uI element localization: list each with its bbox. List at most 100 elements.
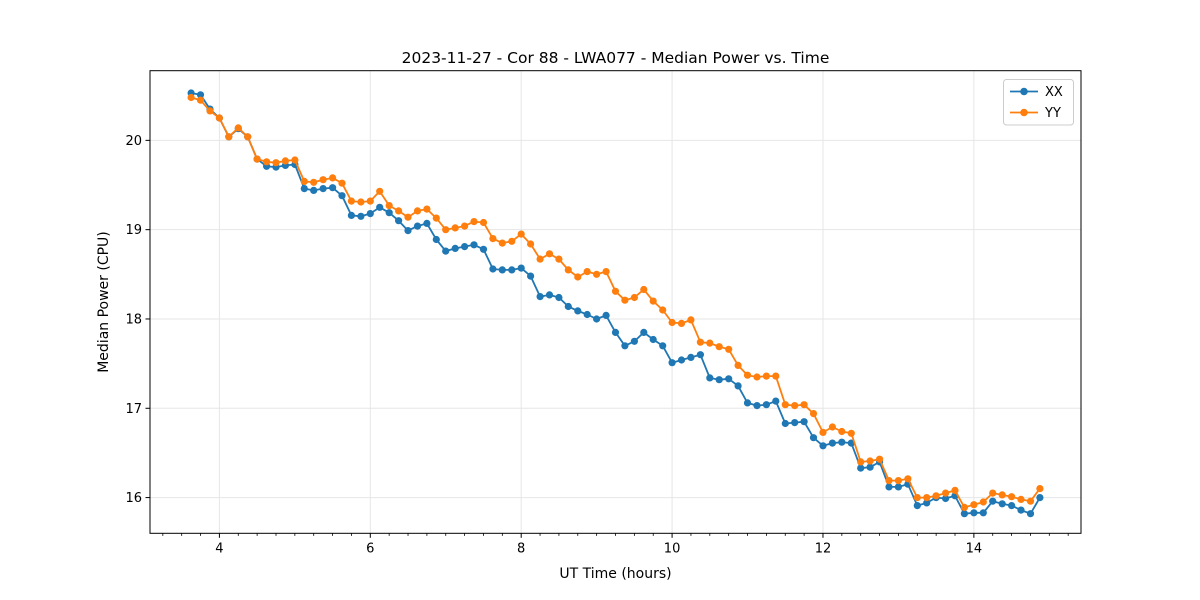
x-tick-label: 12	[815, 541, 832, 556]
data-point-yy	[470, 218, 478, 226]
data-point-yy	[347, 197, 355, 205]
data-point-xx	[649, 335, 657, 344]
data-point-xx	[715, 376, 723, 384]
data-point-yy	[998, 491, 1006, 499]
data-point-xx	[857, 464, 865, 472]
data-point-yy	[187, 93, 195, 102]
legend-marker-yy	[1020, 108, 1028, 117]
data-point-yy	[1017, 495, 1025, 503]
data-point-yy	[291, 156, 299, 164]
data-point-yy	[602, 268, 610, 276]
data-point-yy	[772, 372, 780, 380]
data-point-yy	[196, 96, 205, 104]
data-point-yy	[413, 207, 422, 215]
data-point-yy	[743, 371, 752, 379]
data-point-xx	[772, 397, 780, 405]
data-point-yy	[1036, 485, 1044, 493]
data-point-xx	[432, 235, 440, 244]
data-point-xx	[942, 494, 950, 503]
data-point-xx	[329, 184, 337, 192]
data-point-yy	[263, 158, 271, 166]
data-point-yy	[970, 501, 978, 509]
x-tick-label: 14	[966, 541, 983, 556]
data-point-xx	[640, 328, 648, 336]
data-point-yy	[461, 222, 469, 230]
data-point-xx	[1036, 494, 1044, 502]
data-point-yy	[272, 159, 280, 167]
data-point-yy	[706, 339, 714, 347]
data-point-xx	[696, 351, 705, 359]
data-point-xx	[1008, 502, 1016, 510]
data-point-yy	[668, 318, 676, 327]
data-point-xx	[470, 241, 478, 249]
x-axis-label: UT Time (hours)	[559, 566, 672, 582]
legend-label-xx: XX	[1045, 85, 1063, 100]
data-point-yy	[762, 372, 771, 380]
data-point-yy	[904, 475, 912, 483]
data-point-xx	[593, 315, 601, 323]
legend-marker-xx	[1020, 87, 1028, 96]
data-point-xx	[536, 293, 544, 301]
data-point-xx	[413, 222, 422, 230]
x-tick-label: 6	[366, 541, 374, 556]
data-point-xx	[442, 247, 450, 255]
data-point-yy	[555, 255, 563, 263]
data-point-xx	[451, 244, 459, 252]
x-tick-label: 8	[517, 541, 525, 556]
data-point-xx	[979, 509, 987, 517]
data-point-xx	[1026, 510, 1035, 518]
data-point-yy	[404, 213, 412, 221]
data-point-yy	[687, 316, 695, 324]
data-point-yy	[338, 179, 346, 187]
data-point-yy	[753, 373, 761, 381]
y-tick-label: 19	[125, 223, 142, 238]
data-point-yy	[366, 197, 374, 205]
data-point-xx	[489, 265, 497, 273]
data-point-yy	[857, 458, 865, 466]
data-point-yy	[800, 401, 808, 409]
data-point-yy	[376, 187, 384, 195]
data-point-yy	[942, 489, 950, 497]
data-point-yy	[951, 486, 959, 494]
data-point-yy	[630, 293, 639, 302]
data-point-yy	[574, 273, 582, 281]
data-point-xx	[611, 328, 620, 336]
data-point-xx	[791, 419, 799, 427]
data-point-yy	[319, 176, 327, 184]
data-point-yy	[715, 343, 723, 351]
data-point-xx	[338, 192, 346, 200]
data-point-xx	[989, 497, 997, 505]
data-point-yy	[611, 287, 620, 295]
data-point-xx	[404, 227, 412, 235]
data-point-xx	[366, 210, 374, 218]
y-tick-label: 20	[125, 134, 142, 149]
data-point-yy	[329, 174, 337, 182]
y-axis-label: Median Power (CPU)	[96, 231, 112, 373]
data-point-xx	[555, 293, 563, 302]
data-point-yy	[989, 489, 997, 497]
data-point-yy	[876, 455, 884, 463]
data-point-xx	[668, 359, 676, 367]
data-point-yy	[894, 477, 903, 485]
data-point-yy	[498, 239, 506, 247]
data-point-xx	[545, 291, 554, 299]
data-point-xx	[602, 311, 610, 319]
data-point-yy	[423, 205, 431, 213]
data-point-xx	[687, 353, 695, 361]
data-point-xx	[621, 342, 629, 350]
data-point-xx	[395, 217, 403, 225]
data-point-xx	[970, 509, 978, 517]
data-point-xx	[753, 402, 761, 410]
data-point-xx	[819, 442, 827, 450]
data-point-yy	[357, 198, 365, 206]
data-point-xx	[574, 307, 582, 315]
data-point-xx	[762, 401, 771, 409]
data-point-yy	[649, 297, 657, 305]
data-point-xx	[319, 185, 327, 193]
data-point-yy	[677, 319, 686, 327]
data-point-yy	[621, 296, 629, 304]
data-point-yy	[809, 410, 818, 418]
data-point-yy	[310, 178, 318, 186]
data-point-xx	[659, 342, 667, 350]
